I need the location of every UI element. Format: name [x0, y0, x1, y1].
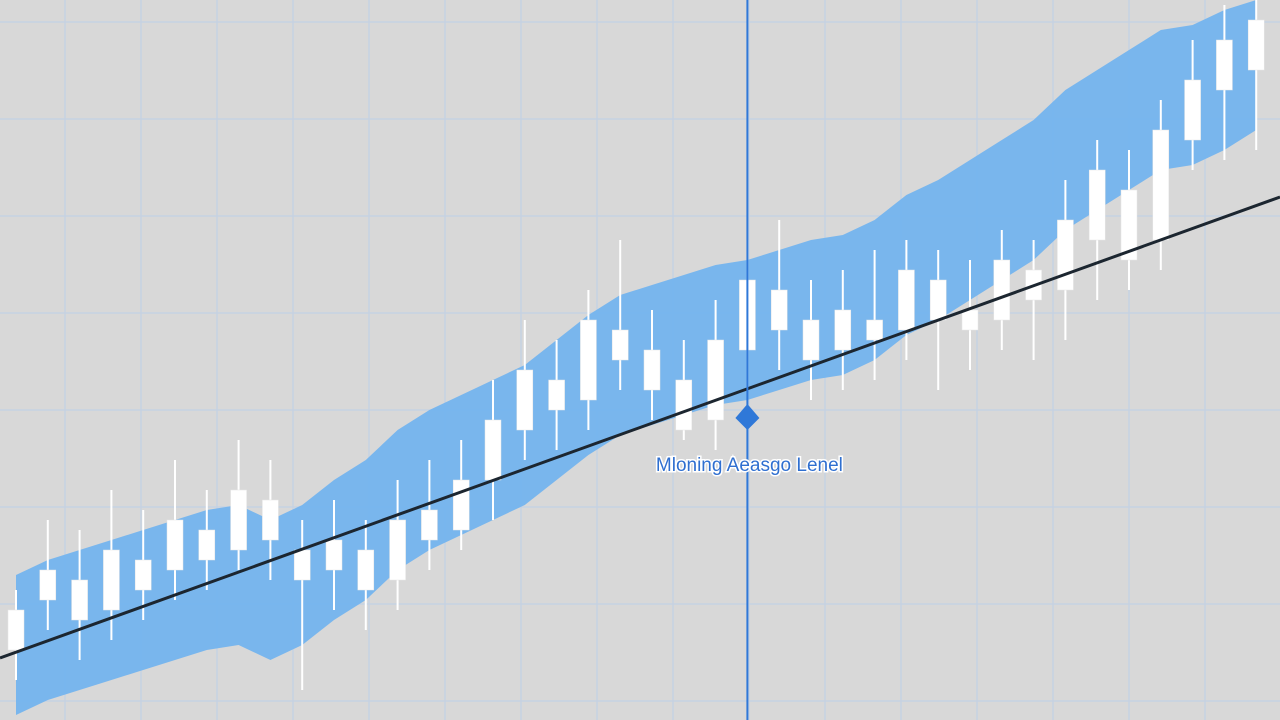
- candle-body: [7, 609, 25, 651]
- candle-body: [103, 549, 120, 611]
- candle-body: [1120, 189, 1138, 261]
- candle-body: [1216, 39, 1233, 91]
- candle-body: [516, 369, 534, 431]
- candle-body: [1057, 219, 1074, 291]
- candle-body: [993, 259, 1011, 321]
- candle-body: [452, 479, 470, 531]
- candle-body: [39, 569, 57, 601]
- candle-body: [802, 319, 820, 361]
- candle-body: [325, 539, 343, 571]
- candle-body: [484, 419, 502, 481]
- candle-body: [770, 289, 788, 331]
- candle-body: [929, 279, 947, 321]
- candle-body: [1184, 79, 1201, 141]
- candle-body: [611, 329, 629, 361]
- candle-body: [71, 579, 88, 621]
- candle-body: [293, 549, 311, 581]
- annotation: Mloning Aeasgo Lenel: [656, 455, 843, 476]
- candle-body: [1152, 129, 1170, 241]
- candle-body: [707, 339, 724, 421]
- candle-body: [1247, 19, 1265, 71]
- candle-body: [198, 529, 216, 561]
- ma-band: [16, 0, 1257, 715]
- candle-body: [1088, 169, 1106, 241]
- trendline: [0, 195, 1280, 660]
- candle-body: [961, 309, 979, 331]
- candle-body: [580, 319, 597, 401]
- candle-body: [166, 519, 184, 571]
- candle-body: [548, 379, 565, 411]
- candle-body: [675, 379, 693, 431]
- candle-body: [134, 559, 152, 591]
- candle-body: [898, 269, 915, 331]
- candle-body: [866, 319, 883, 341]
- candle-body: [357, 549, 375, 591]
- candle-body: [389, 519, 406, 581]
- candle-body: [262, 499, 279, 541]
- candle-body: [834, 309, 852, 351]
- cursor-marker: [735, 404, 760, 430]
- candle-body: [643, 349, 661, 391]
- candle-body: [230, 489, 247, 551]
- candle-body: [421, 509, 438, 541]
